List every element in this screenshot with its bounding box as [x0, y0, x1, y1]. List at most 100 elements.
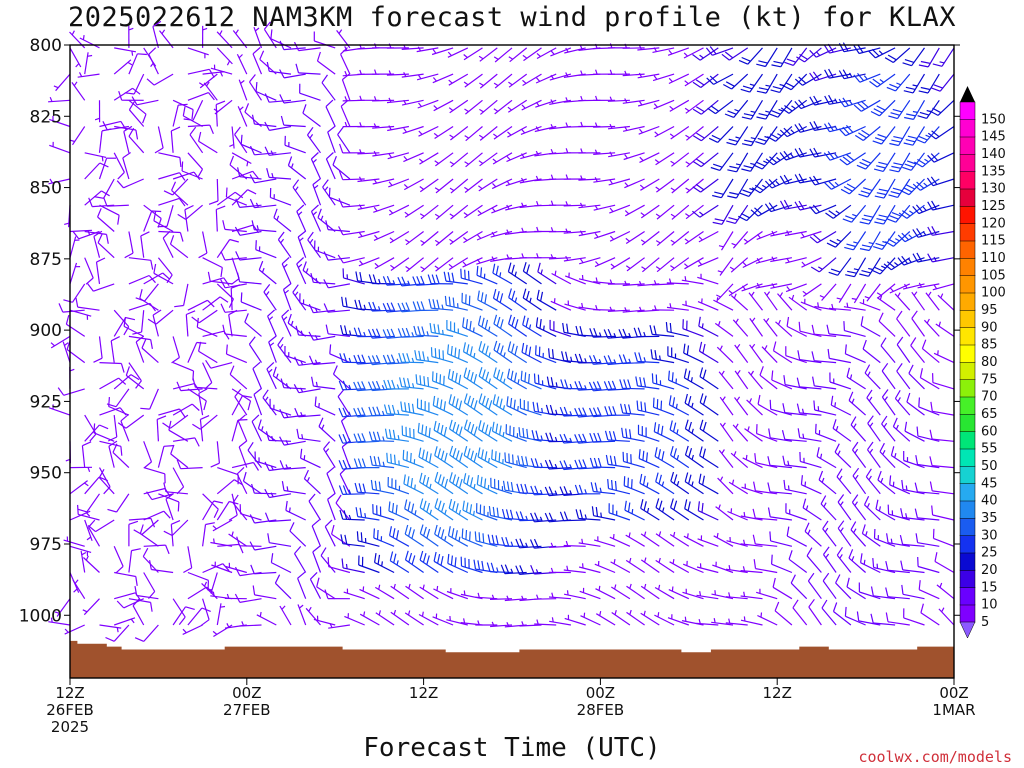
barb-feather	[564, 379, 569, 389]
wind-barb	[838, 69, 866, 80]
barb-feather	[642, 450, 645, 461]
wind-barb	[607, 96, 630, 102]
wind-barb	[251, 220, 277, 233]
wind-barb	[916, 426, 940, 442]
barb-shaft	[224, 333, 247, 337]
barb-half-feather	[363, 331, 366, 337]
barb-feather	[654, 447, 658, 457]
barb-half-feather	[477, 234, 482, 239]
wind-barb	[477, 315, 498, 337]
barb-half-feather	[503, 378, 506, 384]
barb-shaft	[187, 299, 208, 311]
wind-barb	[609, 204, 631, 214]
barb-shaft	[128, 231, 134, 254]
wind-barb	[128, 335, 153, 350]
barb-feather	[699, 367, 704, 377]
barb-shaft	[69, 480, 88, 495]
barb-half-feather	[668, 49, 673, 55]
wind-barb	[900, 508, 925, 521]
barb-half-feather	[584, 358, 587, 364]
wind-barb	[809, 204, 837, 215]
barb-feather	[373, 456, 377, 466]
barb-half-feather	[756, 282, 761, 288]
barb-feather	[880, 337, 887, 347]
barb-half-feather	[748, 398, 753, 403]
barb-shaft	[748, 292, 763, 311]
barb-feather	[249, 174, 256, 184]
barb-feather	[889, 215, 899, 220]
barb-shaft	[231, 419, 239, 442]
wind-barb	[202, 296, 229, 311]
barb-half-feather	[896, 82, 902, 86]
barb-half-feather	[421, 611, 424, 617]
wind-barb	[147, 309, 174, 325]
barb-half-feather	[867, 371, 871, 377]
barb-half-feather	[673, 531, 676, 537]
barb-feather	[582, 459, 587, 469]
barb-half-feather	[565, 97, 569, 102]
wind-barb	[877, 470, 896, 495]
wind-barb	[800, 298, 822, 311]
barb-feather	[856, 611, 860, 621]
wind-barb	[53, 73, 71, 92]
barb-half-feather	[853, 241, 859, 244]
barb-feather	[311, 519, 320, 527]
barb-feather	[563, 460, 569, 470]
wind-barb	[97, 208, 115, 232]
barb-shaft	[764, 291, 778, 311]
wind-barb	[843, 302, 866, 311]
barb-half-feather	[801, 261, 806, 266]
wind-barb	[98, 467, 111, 495]
wind-barb	[210, 441, 220, 468]
barb-feather	[262, 389, 269, 398]
wind-barb	[730, 293, 749, 311]
barb-shaft	[448, 377, 469, 390]
barb-shaft	[281, 263, 292, 285]
wind-barb	[310, 204, 322, 232]
barb-half-feather	[84, 482, 89, 487]
barb-half-feather	[275, 373, 279, 379]
barb-shaft	[755, 462, 778, 469]
wind-barb	[655, 204, 675, 220]
wind-barb	[279, 69, 306, 79]
barb-feather	[324, 589, 329, 599]
barb-feather	[157, 218, 162, 228]
barb-feather	[451, 396, 456, 406]
barb-half-feather	[373, 96, 377, 102]
wind-barb	[237, 167, 262, 180]
barb-feather	[813, 175, 820, 185]
wind-barb	[149, 560, 174, 574]
barb-half-feather	[713, 617, 716, 623]
barb-shaft	[183, 115, 203, 128]
barb-shaft	[864, 372, 881, 390]
barb-feather	[325, 220, 329, 230]
barb-half-feather	[555, 382, 558, 388]
barb-feather	[134, 637, 145, 642]
barb-feather	[270, 29, 273, 39]
barb-shaft	[463, 481, 483, 495]
barb-feather	[768, 202, 776, 211]
barb-half-feather	[895, 424, 899, 430]
barb-feather	[741, 143, 752, 147]
barb-feather	[342, 407, 348, 417]
barb-feather	[827, 348, 830, 359]
barb-shaft	[434, 125, 454, 140]
wind-barb	[434, 446, 454, 469]
barb-half-feather	[816, 51, 821, 56]
barb-feather	[684, 419, 689, 429]
barb-feather	[308, 493, 316, 502]
barb-half-feather	[300, 411, 304, 417]
wind-barb	[609, 534, 631, 547]
barb-half-feather	[684, 238, 690, 243]
barb-shaft	[801, 484, 822, 495]
barb-feather	[389, 526, 392, 536]
barb-half-feather	[926, 318, 930, 324]
barb-shaft	[881, 423, 896, 442]
wind-barb	[237, 414, 248, 442]
barb-feather	[297, 230, 306, 238]
wind-barb	[756, 73, 778, 94]
barb-feather	[875, 499, 879, 510]
barb-feather	[652, 397, 655, 408]
barb-feather	[152, 309, 162, 316]
wind-barb	[57, 387, 85, 396]
